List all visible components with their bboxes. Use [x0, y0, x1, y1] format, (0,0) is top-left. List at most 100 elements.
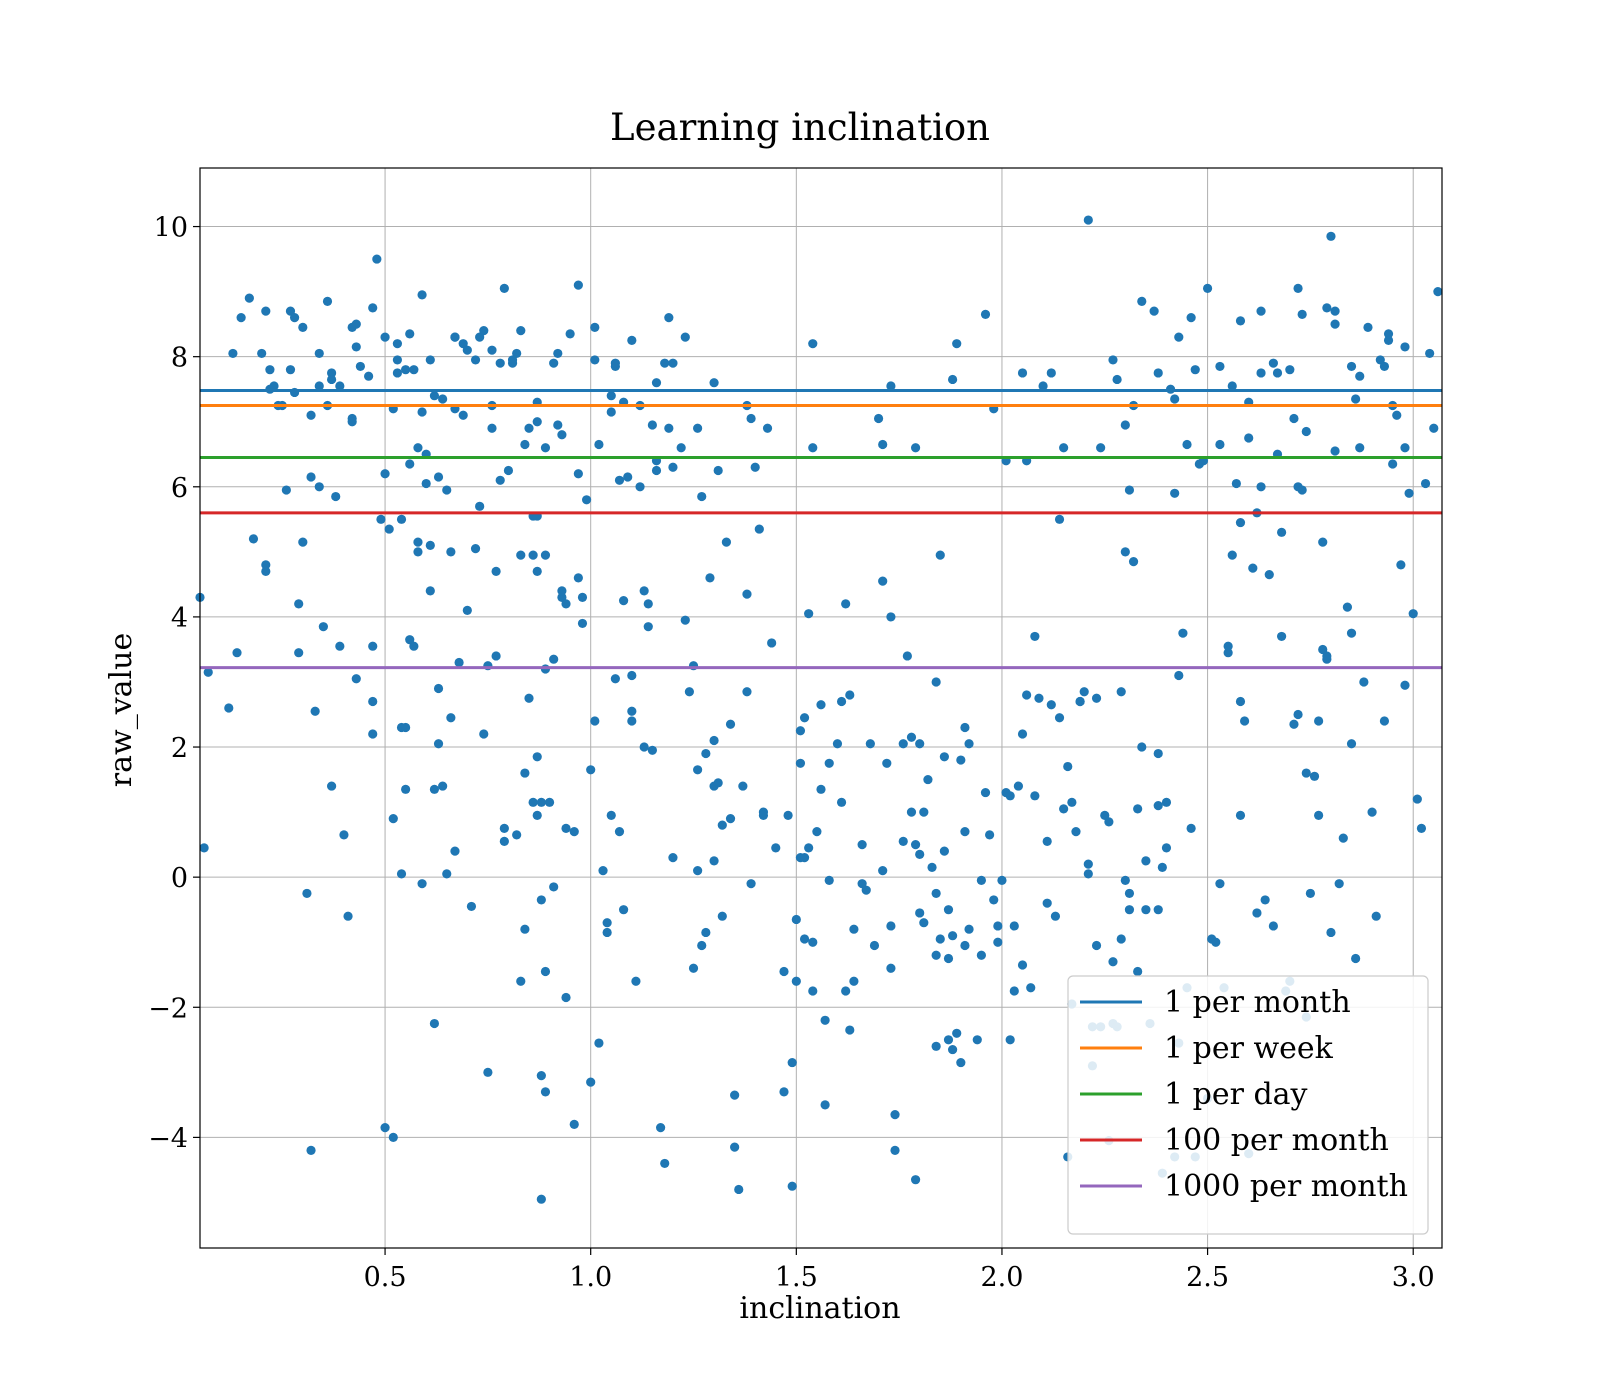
data-point — [668, 358, 678, 368]
data-point — [964, 739, 974, 749]
data-point — [1133, 804, 1143, 814]
data-point — [1170, 394, 1180, 404]
data-point — [713, 465, 723, 476]
data-point — [1026, 983, 1036, 993]
data-point — [335, 641, 345, 651]
data-point — [1297, 485, 1307, 495]
data-point — [886, 612, 896, 622]
data-point — [442, 485, 452, 495]
data-point — [915, 739, 925, 749]
data-point — [1227, 550, 1237, 560]
data-point — [1120, 547, 1130, 557]
data-point — [730, 1142, 740, 1152]
data-point — [524, 423, 534, 433]
data-point — [623, 472, 633, 482]
data-point — [627, 716, 637, 726]
data-point — [1186, 823, 1196, 833]
data-point — [993, 937, 1003, 947]
data-point — [483, 1067, 493, 1077]
data-point — [906, 732, 917, 742]
data-point — [536, 1194, 546, 1204]
data-point — [861, 885, 871, 895]
x-tick-label: 2.5 — [1186, 1262, 1229, 1293]
data-point — [730, 1090, 740, 1100]
data-point — [1202, 283, 1213, 293]
data-point — [647, 745, 657, 755]
data-point — [487, 345, 497, 355]
data-point — [598, 866, 608, 876]
data-point — [261, 566, 271, 576]
data-point — [808, 339, 818, 349]
x-tick-label: 1.0 — [569, 1262, 612, 1293]
data-point — [742, 687, 752, 697]
data-point — [1277, 631, 1287, 642]
data-point — [1326, 927, 1336, 938]
data-point — [339, 830, 349, 840]
data-point — [664, 313, 674, 323]
data-point — [750, 462, 760, 472]
data-point — [224, 703, 234, 713]
data-point — [993, 921, 1003, 931]
data-point — [1091, 940, 1102, 951]
data-point — [1268, 358, 1278, 368]
data-point — [1355, 443, 1365, 453]
data-point — [454, 657, 464, 668]
x-axis-label: inclination — [739, 1291, 900, 1326]
data-point — [516, 976, 526, 986]
data-points — [195, 215, 1443, 1204]
data-point — [1022, 690, 1032, 700]
data-point — [1383, 335, 1394, 346]
data-point — [709, 856, 719, 866]
data-point — [1268, 921, 1278, 931]
data-point — [1231, 478, 1241, 489]
data-point — [680, 332, 690, 342]
data-point — [450, 332, 460, 342]
data-point — [836, 696, 847, 707]
data-point — [396, 514, 407, 524]
data-point — [1009, 986, 1019, 996]
data-point — [433, 472, 444, 482]
data-point — [294, 648, 304, 658]
data-point — [1104, 817, 1114, 827]
data-point — [635, 482, 645, 492]
data-point — [676, 443, 686, 453]
data-point — [952, 1028, 962, 1038]
data-point — [425, 540, 435, 550]
data-point — [606, 810, 616, 820]
data-point — [479, 729, 489, 739]
legend-entry: 1 per month — [1164, 985, 1351, 1020]
data-point — [1285, 365, 1295, 375]
data-point — [368, 303, 378, 313]
data-point — [816, 784, 826, 794]
data-point — [688, 963, 699, 973]
data-point — [462, 345, 472, 355]
data-point — [960, 827, 970, 837]
data-point — [627, 706, 637, 716]
y-tick-label: −4 — [148, 1123, 188, 1154]
data-point — [898, 836, 908, 846]
data-point — [294, 599, 304, 609]
data-point — [1141, 856, 1151, 866]
data-point — [1038, 381, 1048, 391]
data-point — [516, 550, 526, 560]
data-point — [1211, 937, 1221, 947]
data-point — [651, 465, 662, 476]
data-point — [767, 638, 777, 648]
data-point — [742, 589, 752, 599]
data-point — [651, 378, 662, 388]
data-point — [594, 439, 604, 450]
data-point — [248, 534, 259, 544]
data-point — [948, 931, 958, 941]
data-point — [553, 420, 563, 430]
data-point — [380, 469, 390, 479]
data-point — [1009, 921, 1019, 931]
data-point — [368, 696, 378, 707]
data-point — [976, 875, 986, 886]
data-point — [865, 739, 875, 749]
data-point — [808, 443, 818, 453]
data-point — [433, 683, 444, 694]
data-point — [976, 950, 986, 960]
data-point — [693, 866, 703, 876]
data-point — [310, 706, 320, 716]
